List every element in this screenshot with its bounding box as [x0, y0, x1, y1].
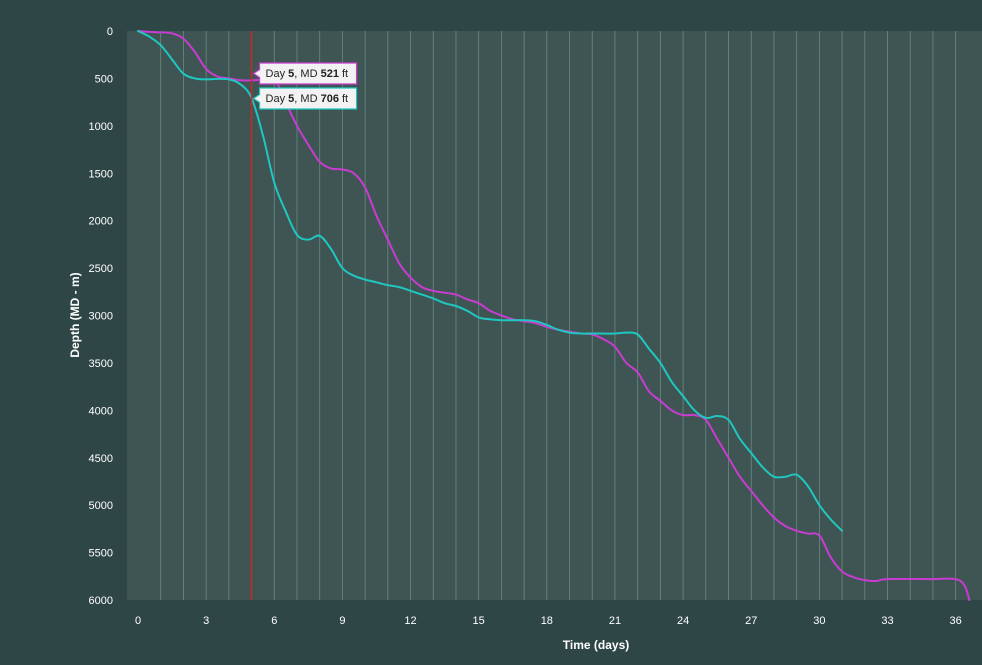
- tooltip-1: Day 5, MD 521 ft: [252, 62, 358, 85]
- plot-area: [127, 31, 982, 600]
- tooltip-middle: , MD: [294, 93, 320, 105]
- grid: [160, 31, 957, 600]
- tooltip-value: 706: [321, 93, 339, 105]
- y-tick-label: 0: [107, 26, 113, 38]
- x-tick-label: 12: [404, 615, 416, 627]
- tooltip-text: Day 5, MD 706 ft: [266, 93, 349, 105]
- y-tick-label: 3000: [89, 311, 113, 323]
- tooltip-value: 521: [321, 68, 339, 80]
- y-axis-title: Depth (MD - m): [68, 272, 82, 357]
- y-tick-label: 5000: [89, 500, 113, 512]
- x-tick-label: 24: [677, 615, 689, 627]
- y-tick-label: 2000: [89, 216, 113, 228]
- tooltip-middle: , MD: [294, 68, 320, 80]
- tooltip-text: Day 5, MD 521 ft: [266, 68, 349, 80]
- y-tick-label: 4000: [89, 405, 113, 417]
- tooltip-2: Day 5, MD 706 ft: [252, 87, 358, 110]
- x-axis-title: Time (days): [563, 638, 629, 652]
- y-tick-label: 4500: [89, 453, 113, 465]
- x-tick-label: 36: [950, 615, 962, 627]
- x-tick-label: 33: [881, 615, 893, 627]
- tooltip-day: 5: [288, 68, 294, 80]
- x-tick-label: 21: [609, 615, 621, 627]
- x-tick-label: 27: [745, 615, 757, 627]
- x-tick-label: 30: [813, 615, 825, 627]
- y-tick-label: 2500: [89, 263, 113, 275]
- y-tick-label: 1500: [89, 168, 113, 180]
- tooltip-prefix: Day: [266, 68, 289, 80]
- tooltip-box: [252, 87, 358, 110]
- tooltip-day: 5: [288, 93, 294, 105]
- y-tick-label: 6000: [89, 595, 113, 607]
- tooltip-unit: ft: [339, 68, 348, 80]
- tick-labels: 0 3 6 9 12 15 18 21 24 27 30 33 36050010001500200025…: [89, 26, 962, 627]
- y-tick-label: 5500: [89, 548, 113, 560]
- x-tick-label: 9: [339, 615, 345, 627]
- tooltip-prefix: Day: [266, 93, 289, 105]
- y-tick-label: 3500: [89, 358, 113, 370]
- y-tick-label: 500: [95, 73, 113, 85]
- tooltip-unit: ft: [339, 93, 348, 105]
- x-tick-label: 18: [541, 615, 553, 627]
- x-tick-label: 3: [203, 615, 209, 627]
- y-tick-label: 1000: [89, 121, 113, 133]
- x-tick-label: 15: [473, 615, 485, 627]
- x-tick-label: 6: [271, 615, 277, 627]
- tooltip-box: [252, 62, 358, 85]
- x-tick-label: 0: [135, 615, 141, 627]
